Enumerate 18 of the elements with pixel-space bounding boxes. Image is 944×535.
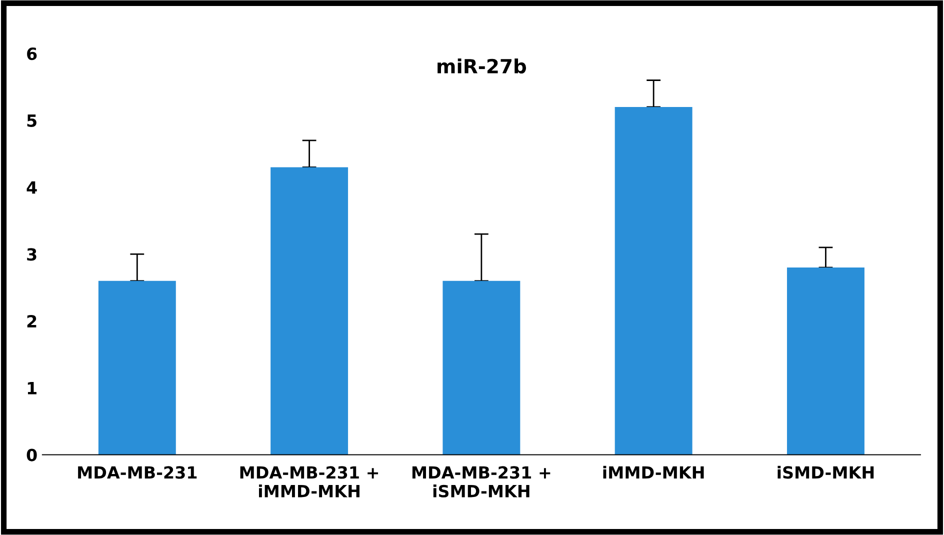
y-tick-label: 1 bbox=[28, 382, 36, 394]
x-tick-label: MDA-MB-231 + iSMD-MKH bbox=[412, 466, 550, 498]
x-tick-label: MDA-MB-231 + iMMD-MKH bbox=[240, 466, 378, 498]
x-tick-label: iSMD-MKH bbox=[778, 466, 874, 479]
bar bbox=[442, 280, 520, 455]
y-tick-label: 0 bbox=[26, 448, 37, 462]
bar bbox=[98, 280, 176, 455]
y-tick-label: 4 bbox=[26, 181, 37, 194]
y-tick-label: 6 bbox=[27, 47, 37, 60]
y-tick-label: 3 bbox=[27, 248, 36, 261]
x-tick-label: iMMD-MKH bbox=[603, 466, 704, 479]
chart-title: miR-27b bbox=[438, 58, 526, 74]
y-tick-label: 5 bbox=[27, 114, 36, 127]
bar bbox=[614, 107, 692, 455]
bar bbox=[786, 268, 864, 455]
x-tick-label: MDA-MB-231 bbox=[78, 466, 197, 479]
bar bbox=[270, 167, 348, 455]
y-tick-label: 2 bbox=[27, 314, 36, 328]
